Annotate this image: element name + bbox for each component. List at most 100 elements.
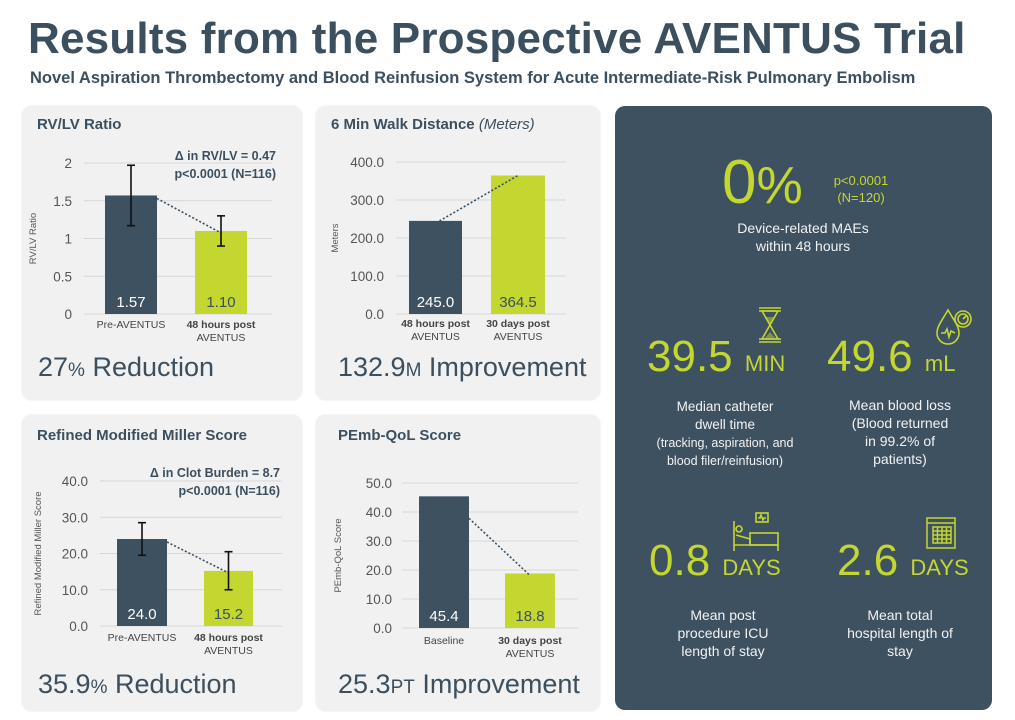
y-tick-label: 10.0 — [366, 592, 392, 607]
y-tick-label: 0.0 — [373, 621, 392, 636]
x-category-label: 48 hours post — [194, 632, 263, 644]
y-tick-label: 0.0 — [365, 307, 384, 322]
y-tick-label: 20.0 — [366, 563, 392, 578]
y-tick-label: 40.0 — [62, 474, 88, 489]
headline-text: Improvement — [414, 669, 580, 699]
dwell-time-value: 39.5 MIN — [647, 334, 785, 387]
key-outcomes-panel: 0% p<0.0001 (N=120) Device-related MAEs … — [615, 106, 992, 710]
desc-line: Mean blood loss — [849, 397, 951, 413]
card-title-text: RV/LV Ratio — [37, 116, 122, 133]
qol-card: PEmb-QoL Score 0.0 10.0 20.0 30.0 40.0 50.0 PE… — [316, 415, 600, 711]
y-tick-label: 100.0 — [350, 269, 384, 284]
card-title-text: Refined Modified Miller Score — [37, 427, 248, 444]
trend-line — [156, 197, 222, 234]
chart-annotation: p<0.0001 (N=116) — [179, 484, 280, 498]
card-title: RV/LV Ratio — [37, 116, 121, 133]
y-axis-label: Meters — [330, 223, 341, 252]
card-title: Refined Modified Miller Score — [37, 427, 247, 444]
walk-card: 6 Min Walk Distance (Meters) 0.0 100.0 200… — [316, 106, 600, 400]
y-tick-label: 0.5 — [53, 269, 72, 284]
desc-line: dwell time — [694, 417, 756, 432]
bar — [491, 175, 545, 314]
y-tick-label: 200.0 — [350, 231, 384, 246]
hospital-bed-icon — [733, 512, 779, 551]
desc-line: in 99.2% of — [864, 433, 936, 449]
headline-text: Reduction — [107, 669, 237, 699]
bar-value-label: 45.4 — [429, 608, 458, 625]
p-value: p<0.0001 — [833, 173, 889, 188]
desc-line: within 48 hours — [755, 238, 851, 254]
desc-line: length of stay — [681, 643, 765, 659]
headline: 35.9% Reduction — [38, 669, 237, 700]
page-title: Results from the Prospective AVENTUS Tri… — [28, 14, 966, 63]
y-tick-label: 0 — [64, 307, 72, 322]
qol-chart: 0.0 10.0 20.0 30.0 40.0 50.0 PEmb-QoL Score 45.… — [333, 476, 578, 660]
y-tick-label: 20.0 — [62, 547, 88, 562]
stat-unit: DAYS — [722, 555, 781, 580]
trend-line — [468, 517, 531, 577]
mae-p-value: p<0.0001 (N=120) — [821, 172, 901, 206]
miller-card: Refined Modified Miller Score 0.0 10.0 20.… — [22, 415, 302, 711]
headline-unit: % — [90, 677, 108, 698]
page-subtitle: Novel Aspiration Thrombectomy and Blood … — [30, 69, 916, 87]
card-title-text: PEmb-QoL Score — [338, 427, 462, 444]
headline: 25.3PT Improvement — [338, 669, 580, 700]
hospital-stay-description: Mean total hospital length of stay — [820, 606, 980, 660]
desc-line: hospital length of — [847, 625, 953, 641]
mae-unit: % — [756, 157, 803, 215]
blood-drop-gauge-icon — [936, 308, 972, 345]
sample-size: (N=120) — [837, 190, 885, 205]
desc-line: Mean post — [690, 607, 756, 623]
bar — [505, 573, 555, 628]
bar-value-label: 364.5 — [499, 294, 537, 311]
x-category-label: AVENTUS — [506, 648, 555, 660]
y-tick-label: 50.0 — [366, 476, 392, 491]
headline-value: 35.9 — [38, 669, 91, 699]
y-axis-label: RV/LV Ratio — [28, 213, 39, 264]
stat-unit: MIN — [744, 351, 786, 376]
hospital-stay-value: 2.6 DAYS — [837, 538, 969, 591]
y-axis-label: PEmb-QoL Score — [333, 518, 344, 592]
miller-chart: 0.0 10.0 20.0 30.0 40.0 Refined Modified Mill… — [33, 466, 282, 657]
y-tick-label: 0.0 — [69, 619, 88, 634]
desc-line: blood filer/reinfusion) — [666, 454, 784, 468]
bar-value-label: 245.0 — [417, 294, 455, 311]
walk-chart: 0.0 100.0 200.0 300.0 400.0 Meters 245.0 48 hou… — [330, 155, 566, 343]
stat-number: 49.6 — [827, 332, 913, 381]
rvlv-chart: 0 0.5 1 1.5 2 RV/LV Ratio 1.57 Pre-AVENTUS 1.10 4… — [28, 149, 276, 344]
x-category-label: Baseline — [424, 635, 464, 647]
y-tick-label: 40.0 — [366, 505, 392, 520]
x-category-label: AVENTUS — [494, 331, 543, 343]
stat-unit: mL — [924, 351, 956, 376]
bar-value-label: 15.2 — [214, 606, 243, 623]
x-category-label: AVENTUS — [197, 332, 246, 344]
desc-line: procedure ICU — [677, 625, 769, 641]
y-tick-label: 2 — [64, 156, 72, 171]
stat-number: 0.8 — [649, 536, 711, 585]
mae-description: Device-related MAEs within 48 hours — [703, 219, 903, 255]
stat-unit: DAYS — [910, 555, 969, 580]
calendar-icon — [926, 517, 956, 549]
y-tick-label: 1 — [64, 232, 72, 247]
desc-line: (Blood returned — [851, 415, 949, 431]
x-category-label: 30 days post — [498, 635, 562, 647]
headline-unit: % — [68, 360, 85, 381]
card-title-text: 6 Min Walk Distance — [331, 116, 479, 133]
headline-text: Reduction — [84, 352, 215, 382]
bar-value-label: 1.10 — [206, 294, 235, 311]
hourglass-icon — [759, 307, 781, 343]
desc-line: stay — [887, 643, 913, 659]
y-axis-label: Refined Modified Miller Score — [33, 491, 44, 615]
chart-annotation: p<0.0001 (N=116) — [175, 167, 276, 181]
bar-value-label: 18.8 — [515, 608, 544, 625]
y-tick-label: 300.0 — [350, 193, 384, 208]
y-tick-label: 1.5 — [53, 194, 72, 209]
chart-annotation: Δ in RV/LV = 0.47 — [175, 149, 276, 163]
x-category-label: Pre-AVENTUS — [97, 319, 166, 331]
x-category-label: 30 days post — [486, 318, 550, 330]
desc-line: patients) — [873, 451, 927, 467]
y-tick-label: 30.0 — [366, 534, 392, 549]
x-category-label: Pre-AVENTUS — [108, 632, 177, 644]
card-title: 6 Min Walk Distance (Meters) — [331, 116, 535, 133]
headline-value: 25.3 — [338, 669, 391, 699]
